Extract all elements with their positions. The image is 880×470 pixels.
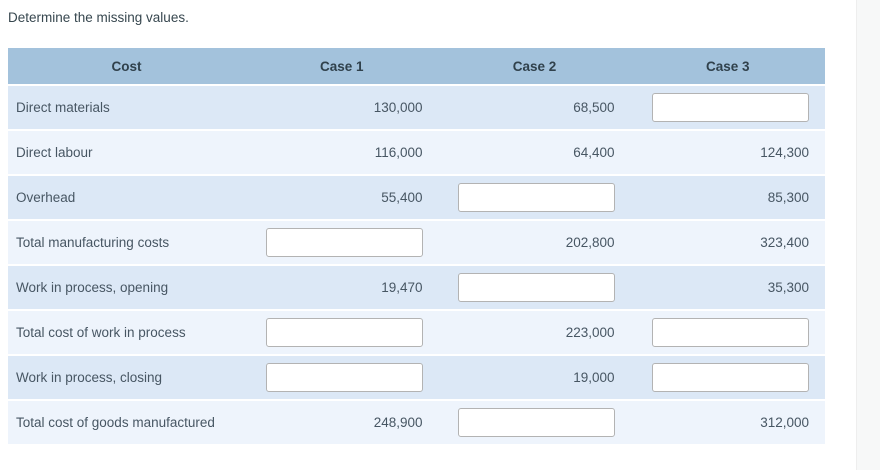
answer-cell-case3 [630, 86, 825, 129]
row-label: Direct labour [8, 131, 245, 174]
column-header-case-2: Case 2 [438, 48, 631, 84]
answer-cell-case2 [438, 266, 631, 309]
table-row: Work in process, opening 19,470 35,300 [8, 266, 825, 309]
value-cell-case1: 55,400 [244, 176, 439, 219]
cell-value: 202,800 [565, 235, 615, 250]
table-row: Overhead 55,400 85,300 [8, 176, 825, 219]
value-cell-case2: 64,400 [438, 131, 631, 174]
right-gutter [856, 0, 880, 470]
answer-input[interactable] [265, 363, 423, 392]
value-cell-case1: 130,000 [244, 86, 439, 129]
value-cell-case1: 248,900 [244, 401, 439, 444]
row-label: Work in process, closing [8, 356, 245, 399]
answer-cell-case1 [244, 356, 439, 399]
cell-value: 55,400 [381, 190, 423, 205]
row-label: Total cost of goods manufactured [8, 401, 245, 444]
table-row: Work in process, closing 19,000 [8, 356, 825, 399]
table-row: Total cost of work in process 223,000 [8, 311, 825, 354]
column-header-case-3: Case 3 [630, 48, 825, 84]
value-cell-case3: 312,000 [630, 401, 825, 444]
cell-value: 68,500 [573, 100, 615, 115]
cell-value: 124,300 [760, 145, 809, 160]
cell-value: 35,300 [767, 280, 809, 295]
row-label: Work in process, opening [8, 266, 245, 309]
answer-input[interactable] [265, 318, 423, 347]
table-row: Direct labour 116,000 64,400 124,300 [8, 131, 825, 174]
cell-value: 116,000 [374, 145, 423, 160]
page-title: Determine the missing values. [8, 10, 189, 25]
answer-cell-case3 [630, 356, 825, 399]
answer-cell-case2 [438, 401, 631, 444]
answer-input[interactable] [457, 408, 615, 437]
value-cell-case3: 323,400 [630, 221, 825, 264]
value-cell-case2: 19,000 [438, 356, 631, 399]
table-row: Total manufacturing costs 202,800 323,400 [8, 221, 825, 264]
cell-value: 19,470 [381, 280, 423, 295]
row-label: Overhead [8, 176, 245, 219]
answer-input[interactable] [457, 273, 615, 302]
cell-value: 223,000 [565, 325, 615, 340]
value-cell-case3: 85,300 [630, 176, 825, 219]
value-cell-case2: 68,500 [438, 86, 631, 129]
value-cell-case2: 202,800 [438, 221, 631, 264]
answer-input[interactable] [457, 183, 615, 212]
cell-value: 248,900 [373, 415, 423, 430]
cell-value: 130,000 [373, 100, 423, 115]
cell-value: 64,400 [573, 145, 615, 160]
answer-cell-case1 [244, 311, 439, 354]
column-header-cost: Cost [8, 48, 245, 84]
row-label: Total manufacturing costs [8, 221, 245, 264]
value-cell-case3: 124,300 [630, 131, 825, 174]
cell-value: 323,400 [760, 235, 809, 250]
table-row: Total cost of goods manufactured 248,900 3… [8, 401, 825, 444]
answer-cell-case3 [630, 311, 825, 354]
answer-cell-case1 [244, 221, 439, 264]
table-header-row: Cost Case 1 Case 2 Case 3 [8, 48, 825, 84]
answer-cell-case2 [438, 176, 631, 219]
column-header-case-1: Case 1 [244, 48, 439, 84]
row-label: Direct materials [8, 86, 245, 129]
answer-input[interactable] [652, 93, 809, 122]
answer-input[interactable] [652, 363, 809, 392]
row-label: Total cost of work in process [8, 311, 245, 354]
cell-value: 312,000 [760, 415, 809, 430]
value-cell-case1: 19,470 [244, 266, 439, 309]
value-cell-case2: 223,000 [438, 311, 631, 354]
answer-input[interactable] [652, 318, 809, 347]
value-cell-case1: 116,000 [244, 131, 439, 174]
table-row: Direct materials 130,000 68,500 [8, 86, 825, 129]
cell-value: 85,300 [767, 190, 809, 205]
value-cell-case3: 35,300 [630, 266, 825, 309]
answer-input[interactable] [265, 228, 423, 257]
cell-value: 19,000 [573, 370, 615, 385]
cost-table: Cost Case 1 Case 2 Case 3 Direct materials 1… [8, 46, 825, 446]
